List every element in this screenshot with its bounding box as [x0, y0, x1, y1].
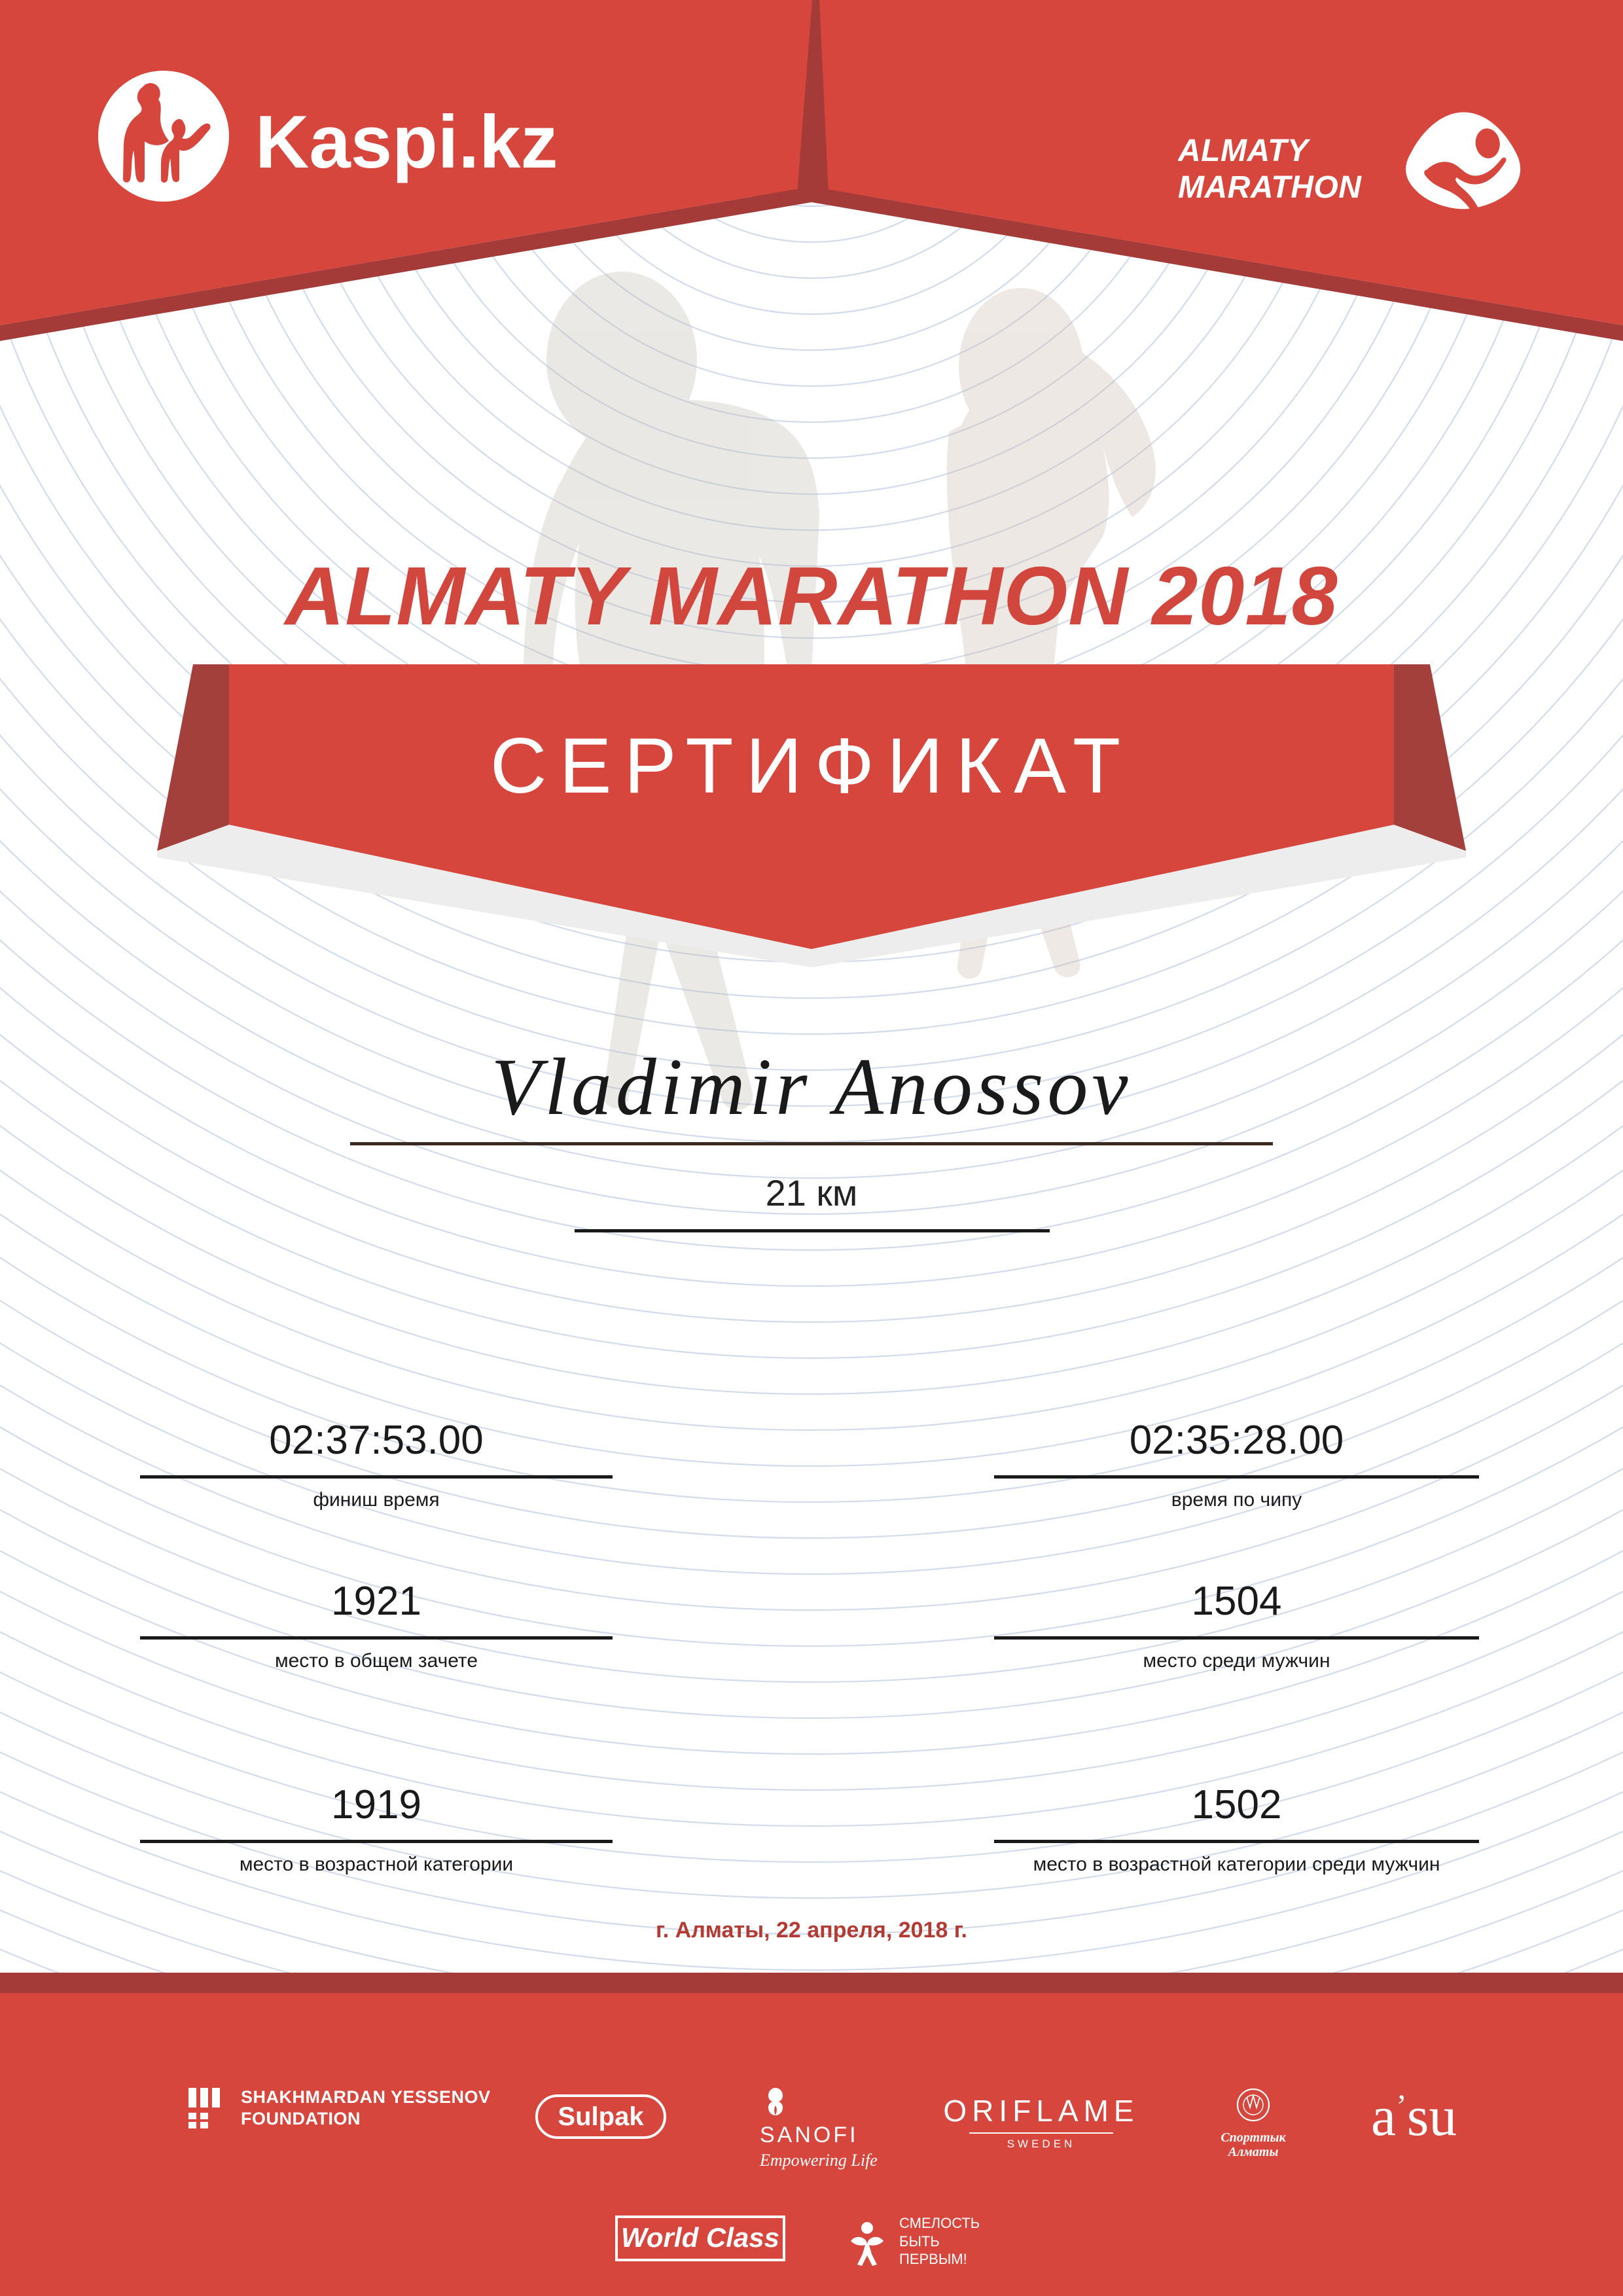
svg-text:MARATHON: MARATHON [1178, 170, 1362, 205]
svg-text:Sulpak: Sulpak [558, 2102, 644, 2131]
svg-text:World Class: World Class [621, 2222, 779, 2253]
svg-text:ALMATY: ALMATY [1178, 134, 1311, 168]
svg-text:Kaspi.kz: Kaspi.kz [255, 101, 556, 184]
